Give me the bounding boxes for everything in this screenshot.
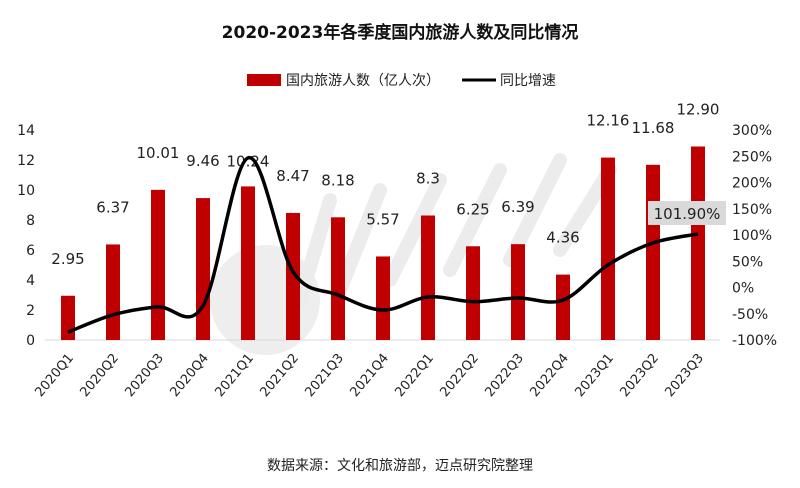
x-tick-label: 2022Q2: [437, 351, 482, 400]
bar-data-label: 12.16: [587, 112, 630, 130]
x-tick-label: 2022Q1: [392, 351, 437, 400]
legend-bar-label: 国内旅游人数（亿人次）: [286, 73, 440, 89]
x-tick-label: 2020Q3: [122, 351, 167, 400]
right-tick-label: 200%: [732, 176, 772, 192]
right-tick-label: 150%: [732, 202, 772, 218]
x-tick-label: 2023Q2: [617, 351, 662, 400]
bar-data-label: 10.24: [227, 152, 270, 170]
source-note: 数据来源：文化和旅游部，迈点研究院整理: [267, 458, 533, 474]
bar-2020Q4: [196, 198, 210, 340]
bar-data-label: 12.90: [677, 101, 720, 119]
left-tick-label: 4: [26, 273, 35, 289]
right-tick-label: 50%: [732, 254, 763, 270]
bar-data-label: 10.01: [137, 144, 180, 162]
right-tick-label: 300%: [732, 123, 772, 139]
right-tick-label: 0%: [732, 281, 754, 297]
bar-data-label: 2.95: [51, 250, 84, 268]
left-tick-label: 10: [17, 183, 35, 199]
bar-data-label: 8.47: [276, 167, 309, 185]
bar-2021Q1: [241, 186, 255, 340]
bar-2020Q2: [106, 244, 120, 340]
legend-bar-swatch: [247, 74, 281, 86]
bar-2023Q2: [646, 164, 660, 340]
bar-2021Q3: [331, 217, 345, 340]
left-tick-label: 12: [17, 153, 35, 169]
left-tick-label: 2: [26, 303, 35, 319]
left-tick-label: 8: [26, 213, 35, 229]
x-tick-label: 2021Q3: [302, 351, 347, 400]
legend-line-label: 同比增速: [500, 73, 556, 89]
x-tick-label: 2020Q1: [32, 351, 77, 400]
bar-data-label: 8.3: [416, 170, 440, 188]
bar-2023Q3: [691, 146, 705, 340]
x-tick-label: 2023Q3: [662, 351, 707, 400]
x-tick-label: 2020Q4: [167, 351, 212, 400]
bar-data-label: 5.57: [366, 210, 399, 228]
bar-data-label: 4.36: [546, 229, 579, 247]
bar-2023Q1: [601, 157, 615, 340]
right-tick-label: 100%: [732, 228, 772, 244]
right-tick-label: -50%: [732, 307, 768, 323]
bar-2020Q3: [151, 189, 165, 340]
left-tick-label: 0: [26, 333, 35, 349]
right-tick-label: 250%: [732, 149, 772, 165]
bar-2022Q4: [556, 274, 570, 340]
chart-title: 2020-2023年各季度国内旅游人数及同比情况: [221, 23, 579, 43]
x-tick-label: 2021Q1: [212, 351, 257, 400]
bar-data-label: 6.37: [96, 198, 129, 216]
bar-data-label: 6.25: [456, 200, 489, 218]
bar-data-label: 11.68: [632, 119, 675, 137]
left-tick-label: 6: [26, 243, 35, 259]
x-tick-label: 2020Q2: [77, 351, 122, 400]
bar-2020Q1: [61, 295, 75, 340]
yoy-growth-line: [67, 156, 699, 334]
bar-2022Q2: [466, 246, 480, 340]
x-tick-label: 2021Q2: [257, 351, 302, 400]
bar-2022Q3: [511, 244, 525, 340]
bar-2021Q4: [376, 256, 390, 340]
bar-data-label: 8.18: [321, 171, 354, 189]
x-tick-label: 2022Q4: [527, 351, 572, 400]
x-tick-label: 2021Q4: [347, 351, 392, 400]
x-tick-label: 2023Q1: [572, 351, 617, 400]
last-value-label-bg: [648, 201, 726, 226]
watermark-mark: [293, 153, 617, 307]
last-value-label: 101.90%: [654, 205, 721, 223]
bar-2022Q1: [421, 215, 435, 340]
bar-2021Q2: [286, 212, 300, 340]
right-tick-label: -100%: [732, 333, 777, 349]
bar-data-label: 6.39: [501, 198, 534, 216]
bar-data-label: 9.46: [186, 152, 219, 170]
chart-svg: 国内旅游人数（亿人次） 同比增速 0 2 4 6 8 10 12 14 -100% -50% 0% 50%…: [17, 73, 777, 400]
x-tick-label: 2022Q3: [482, 351, 527, 400]
left-tick-label: 14: [17, 123, 35, 139]
